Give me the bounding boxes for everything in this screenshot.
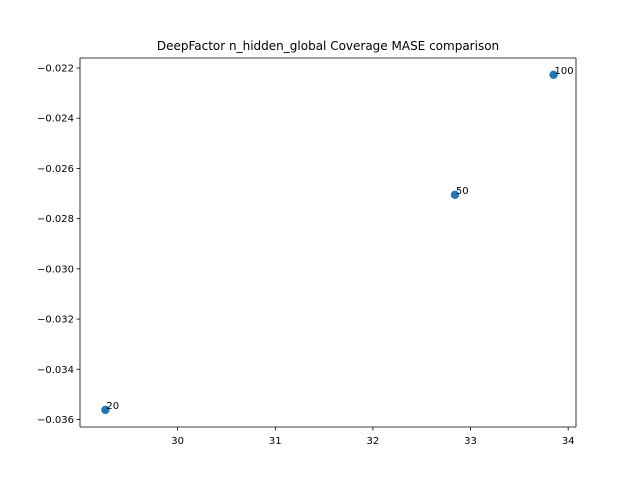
y-tick-label: −0.026 [37, 164, 74, 175]
x-tick-label: 32 [367, 436, 380, 447]
x-tick-label: 33 [464, 436, 477, 447]
y-tick-label: −0.024 [37, 114, 74, 125]
x-tick-label: 34 [562, 436, 575, 447]
plot-area: 30 31 32 33 34 −0.022 −0.024 −0.026 −0.028 −0.030… [37, 57, 577, 447]
data-point [549, 70, 558, 80]
y-tick-label: −0.032 [37, 315, 74, 326]
y-tick-label: −0.036 [37, 415, 74, 426]
y-tick-label: −0.028 [37, 214, 74, 225]
x-tick-label: 30 [171, 436, 184, 447]
data-point-label: 100 [555, 66, 574, 77]
y-tick-label: −0.022 [37, 64, 74, 75]
x-tick-label: 31 [269, 436, 282, 447]
y-tick-label: −0.034 [37, 365, 74, 376]
data-point [450, 190, 460, 200]
chart-title: DeepFactor n_hidden_global Coverage MASE… [157, 39, 499, 53]
data-point-label: 20 [106, 401, 119, 412]
data-point-label: 50 [456, 186, 469, 197]
data-point [101, 405, 110, 415]
y-tick-label: −0.030 [37, 264, 74, 275]
